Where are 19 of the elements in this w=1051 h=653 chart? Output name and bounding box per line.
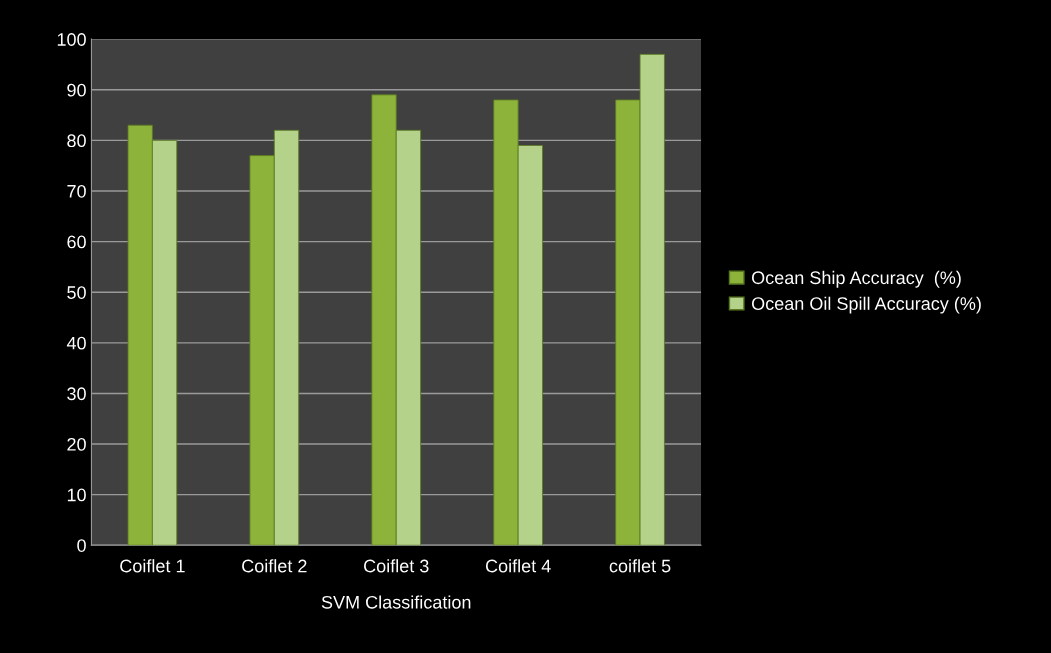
legend-label: Ocean Ship Accuracy (%) [751, 270, 961, 288]
y-tick-label: 80 [67, 134, 86, 148]
y-tick-label: 20 [67, 437, 86, 451]
y-tick-label: 100 [57, 33, 86, 46]
y-tick-label: 90 [67, 83, 86, 97]
y-tick-label: 60 [67, 235, 86, 249]
x-tick-label: Coiflet 2 [242, 559, 307, 573]
x-tick-label: Coiflet 4 [485, 559, 551, 573]
x-axis-title: SVM Classification [321, 595, 471, 609]
y-tick-label: 30 [67, 387, 86, 401]
y-tick-label: 0 [77, 539, 86, 552]
x-tick-label: Coiflet 3 [364, 559, 429, 573]
legend-label: Ocean Oil Spill Accuracy (%) [751, 296, 981, 314]
x-tick-label: Coiflet 1 [120, 559, 185, 573]
y-tick-label: 10 [67, 488, 86, 502]
y-tick-label: 70 [67, 184, 86, 198]
y-tick-label: 50 [67, 286, 86, 299]
y-tick-label: 40 [66, 336, 86, 350]
x-tick-label: coiflet 5 [609, 559, 671, 573]
